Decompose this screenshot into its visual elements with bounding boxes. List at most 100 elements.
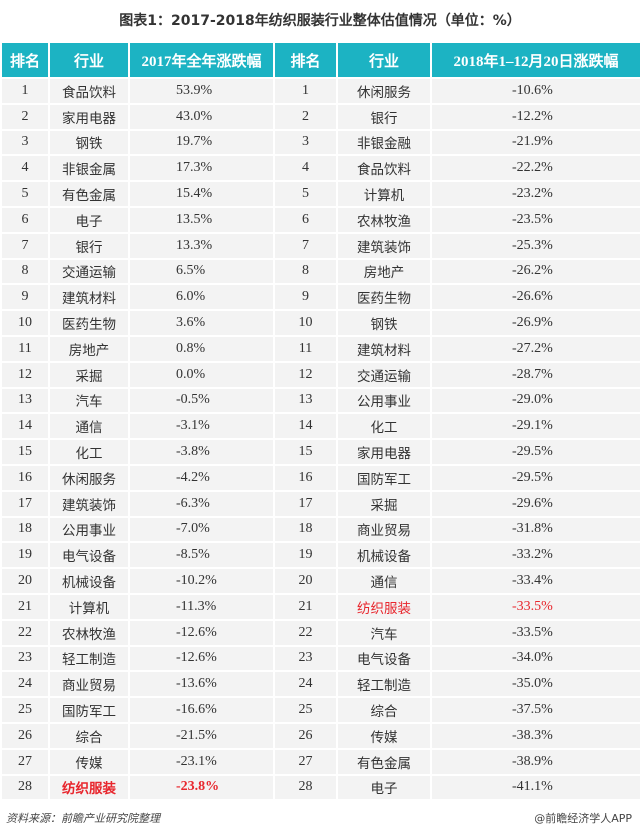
cell-industry-2017: 银行 (48, 231, 130, 260)
cell-rank-2017: 9 (0, 283, 50, 312)
cell-rank-2017: 6 (0, 205, 50, 234)
cell-rank-2018: 4 (273, 154, 338, 183)
cell-industry-2017: 食品饮料 (48, 77, 130, 105)
cell-rank-2017: 11 (0, 334, 50, 363)
cell-industry-2018: 传媒 (336, 721, 432, 750)
table-row: 12 采掘 0.0% 12 交通运输 -28.7% (0, 360, 640, 389)
cell-industry-2018: 建筑装饰 (336, 231, 432, 260)
cell-rank-2018: 3 (273, 128, 338, 157)
cell-change-2017: -0.5% (128, 386, 275, 415)
cell-rank-2018: 19 (273, 541, 338, 570)
table-row: 20 机械设备 -10.2% 20 通信 -33.4% (0, 567, 640, 595)
header-row: 排名 行业 2017年全年涨跌幅 排名 行业 2018年1–12月20日涨跌幅 (0, 43, 640, 79)
cell-rank-2018: 12 (273, 360, 338, 389)
cell-change-2017: 43.0% (128, 102, 275, 131)
cell-rank-2018: 26 (273, 721, 338, 750)
cell-change-2017: 0.8% (128, 334, 275, 363)
table-row: 21 计算机 -11.3% 21 纺织服装 -33.5% (0, 592, 640, 621)
cell-change-2018: -38.3% (430, 721, 640, 750)
cell-rank-2017: 3 (0, 128, 50, 157)
cell-change-2018: -29.5% (430, 438, 640, 466)
cell-rank-2017: 8 (0, 257, 50, 286)
table-row: 26 综合 -21.5% 26 传媒 -38.3% (0, 721, 640, 750)
cell-rank-2017: 21 (0, 592, 50, 621)
cell-rank-2018: 13 (273, 386, 338, 415)
table-row: 7 银行 13.3% 7 建筑装饰 -25.3% (0, 231, 640, 260)
cell-industry-2017: 建筑装饰 (48, 489, 130, 518)
cell-rank-2017: 7 (0, 231, 50, 260)
cell-industry-2017: 纺织服装 (48, 773, 130, 802)
cell-rank-2017: 2 (0, 102, 50, 131)
table-row: 11 房地产 0.8% 11 建筑材料 -27.2% (0, 334, 640, 363)
cell-change-2017: -23.8% (128, 773, 275, 802)
cell-change-2018: -38.9% (430, 747, 640, 776)
table-row: 27 传媒 -23.1% 27 有色金属 -38.9% (0, 747, 640, 776)
cell-industry-2018: 电气设备 (336, 644, 432, 673)
cell-change-2018: -26.6% (430, 283, 640, 312)
cell-industry-2018: 休闲服务 (336, 77, 432, 105)
cell-change-2017: -8.5% (128, 541, 275, 570)
cell-change-2018: -33.5% (430, 618, 640, 647)
cell-rank-2017: 12 (0, 360, 50, 389)
cell-industry-2018: 计算机 (336, 180, 432, 208)
cell-rank-2018: 15 (273, 438, 338, 466)
credit-note: @前瞻经济学人APP (534, 812, 632, 825)
cell-change-2018: -34.0% (430, 644, 640, 673)
table-row: 14 通信 -3.1% 14 化工 -29.1% (0, 412, 640, 441)
cell-change-2017: -23.1% (128, 747, 275, 776)
cell-industry-2017: 非银金属 (48, 154, 130, 183)
cell-rank-2017: 20 (0, 567, 50, 595)
cell-change-2018: -37.5% (430, 696, 640, 724)
cell-industry-2018: 交通运输 (336, 360, 432, 389)
cell-change-2017: 17.3% (128, 154, 275, 183)
cell-industry-2018: 汽车 (336, 618, 432, 647)
table-row: 8 交通运输 6.5% 8 房地产 -26.2% (0, 257, 640, 286)
table-row: 15 化工 -3.8% 15 家用电器 -29.5% (0, 438, 640, 466)
cell-industry-2017: 商业贸易 (48, 670, 130, 699)
cell-rank-2018: 6 (273, 205, 338, 234)
cell-rank-2018: 16 (273, 463, 338, 492)
cell-industry-2018: 房地产 (336, 257, 432, 286)
cell-industry-2017: 有色金属 (48, 180, 130, 208)
cell-industry-2018: 国防军工 (336, 463, 432, 492)
table-row: 1 食品饮料 53.9% 1 休闲服务 -10.6% (0, 77, 640, 105)
cell-change-2017: -3.1% (128, 412, 275, 441)
cell-change-2018: -25.3% (430, 231, 640, 260)
cell-rank-2018: 7 (273, 231, 338, 260)
cell-industry-2017: 计算机 (48, 592, 130, 621)
cell-change-2017: -10.2% (128, 567, 275, 595)
cell-industry-2018: 非银金融 (336, 128, 432, 157)
cell-industry-2017: 国防军工 (48, 696, 130, 724)
cell-rank-2018: 28 (273, 773, 338, 802)
cell-change-2017: -16.6% (128, 696, 275, 724)
cell-rank-2018: 2 (273, 102, 338, 131)
cell-change-2018: -28.7% (430, 360, 640, 389)
cell-rank-2018: 21 (273, 592, 338, 621)
cell-industry-2017: 综合 (48, 721, 130, 750)
cell-industry-2017: 机械设备 (48, 567, 130, 595)
cell-change-2018: -12.2% (430, 102, 640, 131)
cell-rank-2017: 14 (0, 412, 50, 441)
cell-rank-2018: 25 (273, 696, 338, 724)
cell-rank-2018: 27 (273, 747, 338, 776)
cell-industry-2017: 建筑材料 (48, 283, 130, 312)
table-row: 23 轻工制造 -12.6% 23 电气设备 -34.0% (0, 644, 640, 673)
cell-rank-2017: 17 (0, 489, 50, 518)
cell-industry-2018: 农林牧渔 (336, 205, 432, 234)
cell-change-2017: 53.9% (128, 77, 275, 105)
table-title: 图表1：2017-2018年纺织服装行业整体估值情况（单位：%） (119, 13, 521, 29)
header-industry-2018: 行业 (336, 43, 432, 79)
cell-change-2017: -11.3% (128, 592, 275, 621)
cell-change-2018: -29.5% (430, 463, 640, 492)
cell-rank-2017: 23 (0, 644, 50, 673)
cell-change-2018: -33.5% (430, 592, 640, 621)
cell-industry-2017: 汽车 (48, 386, 130, 415)
cell-change-2018: -33.4% (430, 567, 640, 595)
cell-industry-2018: 商业贸易 (336, 515, 432, 544)
cell-industry-2018: 公用事业 (336, 386, 432, 415)
cell-change-2017: -6.3% (128, 489, 275, 518)
cell-change-2018: -41.1% (430, 773, 640, 802)
cell-industry-2018: 食品饮料 (336, 154, 432, 183)
source-note: 资料来源：前瞻产业研究院整理 (6, 812, 160, 825)
cell-rank-2018: 11 (273, 334, 338, 363)
